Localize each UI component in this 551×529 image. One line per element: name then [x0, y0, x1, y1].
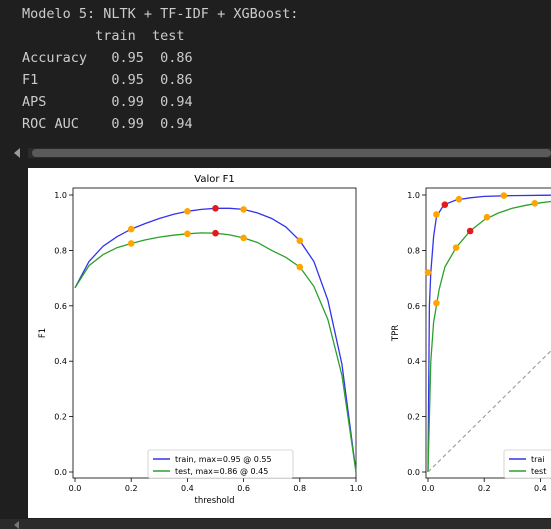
- x-tick-label: 0.4: [534, 484, 547, 493]
- threshold-marker: [127, 225, 135, 233]
- plot-output-image: Valor F1 0.0 0.2 0.4 0.6 0.8 1.0 0.0 0.2 0.4 0.6 0.…: [28, 168, 551, 518]
- x-tick-label: 0.2: [125, 484, 138, 493]
- y-axis-label: TPR: [391, 325, 401, 342]
- legend-entry: train, max=0.95 @ 0.55: [175, 455, 272, 464]
- f1-chart: Valor F1 0.0 0.2 0.4 0.6 0.8 1.0 0.0 0.2 0.4 0.6 0.…: [38, 174, 362, 506]
- threshold-marker: [455, 195, 463, 203]
- chart-title: Valor F1: [194, 174, 235, 185]
- threshold-marker: [127, 240, 135, 247]
- threshold-marker: [433, 299, 440, 307]
- bottom-scroll-left-icon[interactable]: [14, 521, 19, 529]
- y-tick-label: 0.8: [407, 246, 420, 255]
- axes-frame: [425, 187, 551, 479]
- bottom-scrollbar[interactable]: [0, 519, 551, 529]
- x-axis-label: threshold: [194, 496, 234, 506]
- threshold-marker: [240, 234, 247, 242]
- y-tick-label: 0.2: [54, 413, 67, 422]
- output-line-title: Modelo 5: NLTK + TF-IDF + XGBoost:: [22, 6, 299, 22]
- threshold-marker: [500, 192, 508, 199]
- threshold-marker: [212, 204, 219, 212]
- x-tick-label: 0.0: [69, 484, 82, 493]
- threshold-marker: [433, 211, 440, 218]
- threshold-marker: [296, 237, 304, 245]
- scroll-left-arrow-icon[interactable]: [14, 148, 20, 158]
- x-tick-label: 0.6: [237, 484, 250, 493]
- x-tick-label: 1.0: [350, 484, 363, 493]
- threshold-marker: [466, 227, 474, 235]
- threshold-marker: [296, 263, 304, 271]
- output-line-accuracy: Accuracy 0.95 0.86: [22, 50, 193, 66]
- x-tick-label: 0.2: [478, 484, 491, 493]
- y-tick-label: 1.0: [407, 191, 420, 200]
- x-tick-label: 0.4: [181, 484, 194, 493]
- y-tick-label: 0.0: [407, 468, 420, 477]
- series-line-1: [74, 232, 357, 473]
- threshold-marker: [483, 213, 491, 221]
- series-line-2: [427, 349, 551, 473]
- scrollbar-thumb[interactable]: [32, 149, 551, 157]
- plot-figure: Valor F1 0.0 0.2 0.4 0.6 0.8 1.0 0.0 0.2 0.4 0.6 0.…: [38, 174, 551, 506]
- output-line-header: train test: [22, 28, 185, 44]
- cell-output-text: Modelo 5: NLTK + TF-IDF + XGBoost: train…: [0, 0, 551, 140]
- y-tick-label: 0.2: [407, 413, 420, 422]
- y-axis-label: F1: [38, 328, 48, 338]
- legend-box: [147, 449, 294, 479]
- y-tick-label: 0.8: [54, 246, 67, 255]
- output-line-f1: F1 0.95 0.86: [22, 72, 193, 88]
- threshold-marker: [531, 200, 539, 207]
- threshold-marker: [424, 269, 432, 276]
- y-tick-label: 0.0: [54, 468, 67, 477]
- x-tick-label: 0.8: [293, 484, 306, 493]
- threshold-marker: [240, 206, 247, 213]
- x-tick-label: 0.0: [422, 484, 435, 493]
- y-tick-label: 1.0: [54, 191, 67, 200]
- legend-entry: test, max=0.86 @ 0.45: [175, 467, 268, 476]
- y-tick-label: 0.6: [407, 302, 420, 311]
- output-line-roc-auc: ROC AUC 0.99 0.94: [22, 116, 193, 132]
- threshold-marker: [184, 208, 191, 215]
- output-horizontal-scrollbar[interactable]: [0, 146, 551, 160]
- series-line-0: [427, 194, 551, 473]
- y-tick-label: 0.6: [54, 302, 67, 311]
- y-tick-label: 0.4: [407, 357, 420, 366]
- threshold-marker: [441, 201, 449, 208]
- legend-entry: test: [531, 467, 546, 476]
- threshold-marker: [184, 230, 191, 238]
- threshold-marker: [452, 244, 460, 251]
- output-line-aps: APS 0.99 0.94: [22, 94, 193, 110]
- y-tick-label: 0.4: [54, 357, 67, 366]
- threshold-marker: [212, 229, 219, 237]
- legend-entry: trai: [531, 455, 545, 464]
- series-line-1: [427, 200, 551, 473]
